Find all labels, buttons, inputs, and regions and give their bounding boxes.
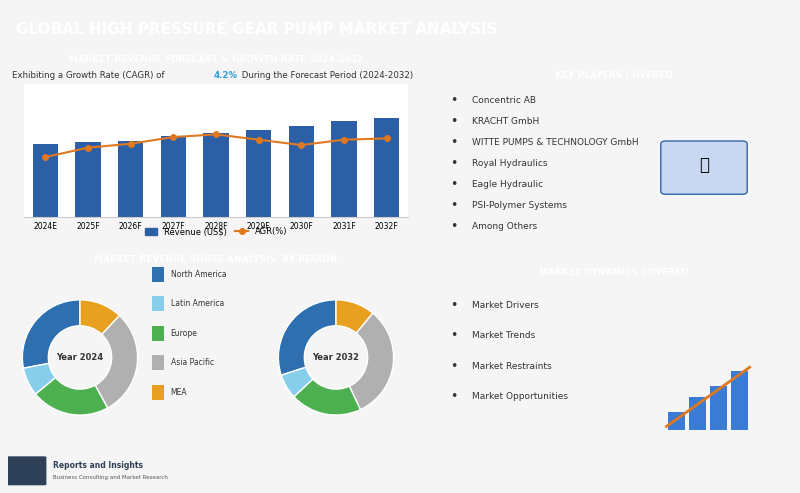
Bar: [203, 134, 229, 217]
Text: MARKET REVENUE FORECAST & GROWTH RATE 2024-2032: MARKET REVENUE FORECAST & GROWTH RATE 20…: [69, 55, 363, 65]
Bar: [246, 130, 271, 217]
Text: •: •: [450, 220, 458, 233]
Text: Market Trends: Market Trends: [472, 331, 535, 341]
Text: Exhibiting a Growth Rate (CAGR) of: Exhibiting a Growth Rate (CAGR) of: [12, 70, 167, 80]
Text: Royal Hydraulics: Royal Hydraulics: [472, 159, 547, 168]
Bar: [75, 142, 101, 217]
Text: •: •: [450, 94, 458, 107]
Text: •: •: [450, 178, 458, 191]
Wedge shape: [278, 300, 336, 375]
Text: PSI-Polymer Systems: PSI-Polymer Systems: [472, 201, 566, 211]
Bar: [374, 118, 399, 217]
Bar: [152, 267, 165, 282]
Text: Latin America: Latin America: [170, 299, 224, 308]
Text: GLOBAL HIGH PRESSURE GEAR PUMP MARKET ANALYSIS: GLOBAL HIGH PRESSURE GEAR PUMP MARKET AN…: [16, 22, 498, 37]
FancyBboxPatch shape: [661, 141, 747, 194]
Text: •: •: [450, 136, 458, 149]
Wedge shape: [95, 316, 138, 408]
Bar: [152, 326, 165, 341]
Bar: [331, 121, 357, 217]
Text: Concentric AB: Concentric AB: [472, 96, 536, 105]
Text: KRACHT GmbH: KRACHT GmbH: [472, 117, 539, 126]
Text: •: •: [450, 360, 458, 373]
Text: Among Others: Among Others: [472, 222, 537, 231]
Text: •: •: [450, 199, 458, 212]
Wedge shape: [350, 313, 394, 410]
Text: •: •: [450, 329, 458, 343]
Text: Asia Pacific: Asia Pacific: [170, 358, 214, 367]
Bar: [289, 126, 314, 217]
Text: KEY PLAYERS COVERED: KEY PLAYERS COVERED: [555, 70, 673, 80]
Text: North America: North America: [170, 270, 226, 279]
Bar: [33, 144, 58, 217]
Text: •: •: [450, 157, 458, 170]
Text: •: •: [450, 115, 458, 128]
Text: Market Opportunities: Market Opportunities: [472, 392, 568, 401]
Text: MEA: MEA: [170, 388, 187, 397]
Text: •: •: [450, 299, 458, 312]
Text: Europe: Europe: [170, 329, 198, 338]
Text: Eagle Hydraulic: Eagle Hydraulic: [472, 180, 542, 189]
Bar: [152, 296, 165, 311]
Bar: [118, 141, 143, 217]
Text: Year 2024: Year 2024: [57, 353, 103, 362]
Wedge shape: [294, 379, 361, 415]
Text: During the Forecast Period (2024-2032): During the Forecast Period (2024-2032): [239, 70, 413, 80]
Legend: Revenue (US$), AGR(%): Revenue (US$), AGR(%): [142, 224, 290, 240]
Text: Business Consulting and Market Research: Business Consulting and Market Research: [53, 475, 168, 480]
Text: Reports and Insights: Reports and Insights: [53, 461, 143, 470]
Text: Market Drivers: Market Drivers: [472, 301, 538, 310]
Wedge shape: [336, 300, 373, 333]
Text: Market Restraints: Market Restraints: [472, 362, 551, 371]
Wedge shape: [36, 378, 108, 415]
Text: Year 2032: Year 2032: [313, 353, 359, 362]
Wedge shape: [23, 363, 55, 394]
Text: 💹: 💹: [699, 156, 709, 174]
Bar: [152, 385, 165, 400]
Wedge shape: [22, 300, 80, 368]
Wedge shape: [80, 300, 119, 334]
Wedge shape: [282, 367, 313, 397]
Text: WITTE PUMPS & TECHNOLOGY GmbH: WITTE PUMPS & TECHNOLOGY GmbH: [472, 138, 638, 147]
FancyBboxPatch shape: [5, 457, 46, 485]
Text: 4.2%: 4.2%: [214, 70, 238, 80]
Bar: [152, 355, 165, 370]
Text: MARKET DYNAMICS COVERED: MARKET DYNAMICS COVERED: [539, 268, 689, 277]
Text: MARKET REVENUE SHARE ANALYSIS, BY REGION: MARKET REVENUE SHARE ANALYSIS, BY REGION: [94, 255, 338, 264]
Bar: [161, 136, 186, 217]
Text: •: •: [450, 390, 458, 403]
